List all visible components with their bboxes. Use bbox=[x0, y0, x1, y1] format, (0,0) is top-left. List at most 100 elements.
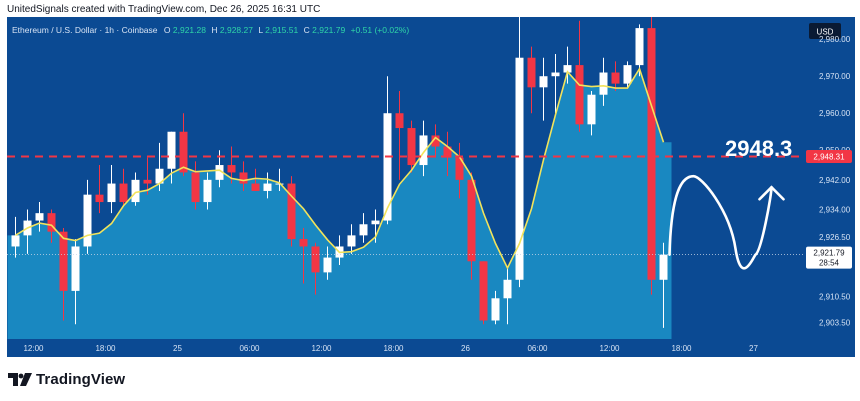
legend-h-value: 2,928.27 bbox=[220, 25, 253, 35]
candle-body bbox=[143, 179, 152, 184]
candle-body bbox=[539, 76, 548, 88]
candle-body bbox=[623, 65, 632, 84]
candle-body bbox=[35, 213, 44, 221]
price-axis-panel[interactable] bbox=[805, 17, 855, 357]
candle-body bbox=[215, 165, 224, 180]
candle-body bbox=[479, 261, 488, 321]
price-tick-label: 2,934.00 bbox=[819, 205, 851, 214]
price-area bbox=[7, 68, 672, 339]
candle-body bbox=[407, 128, 416, 166]
legend-o-label: O bbox=[164, 25, 171, 35]
time-tick-label: 26 bbox=[461, 344, 470, 353]
bar-countdown: 28:54 bbox=[819, 259, 840, 268]
candle-body bbox=[47, 213, 56, 232]
legend-o-value: 2,921.28 bbox=[173, 25, 206, 35]
candle-body bbox=[563, 65, 572, 73]
candle-body bbox=[635, 28, 644, 66]
legend-change: +0.51 (+0.02%) bbox=[351, 25, 410, 35]
candle-body bbox=[347, 235, 356, 247]
ohlc-legend: Ethereum / U.S. Dollar · 1h · Coinbase O… bbox=[12, 25, 409, 35]
moving-average-line bbox=[15, 66, 665, 270]
time-tick-label: 18:00 bbox=[383, 344, 404, 353]
candle-body bbox=[371, 220, 380, 225]
price-tick-label: 2,926.50 bbox=[819, 233, 851, 242]
candle-body bbox=[527, 57, 536, 88]
candle-body bbox=[491, 298, 500, 321]
candle-body bbox=[443, 146, 452, 158]
candle-body bbox=[95, 194, 104, 203]
candle-body bbox=[287, 183, 296, 240]
candle-body bbox=[659, 254, 668, 280]
time-tick-label: 12:00 bbox=[23, 344, 44, 353]
candle-body bbox=[599, 72, 608, 95]
price-tick-label: 2,910.50 bbox=[819, 292, 851, 301]
price-tick-label: 2,960.00 bbox=[819, 109, 851, 118]
candle-body bbox=[431, 135, 440, 147]
candle-body bbox=[71, 246, 80, 291]
candle-body bbox=[467, 179, 476, 262]
candle-body bbox=[107, 183, 116, 203]
price-chart[interactable]: 2948.3 Ethereum / U.S. Dollar · 1h · Coi… bbox=[7, 17, 855, 357]
legend-c-label: C bbox=[304, 25, 310, 35]
last-price-value: 2,921.79 bbox=[813, 249, 845, 258]
candle-body bbox=[311, 246, 320, 273]
legend-l-label: L bbox=[258, 25, 263, 35]
time-tick-label: 18:00 bbox=[95, 344, 116, 353]
price-tick-label: 2,903.50 bbox=[819, 318, 851, 327]
target-annotation: 2948.3 bbox=[725, 136, 792, 161]
tradingview-wordmark: TradingView bbox=[36, 371, 126, 388]
target-price-value: 2,948.31 bbox=[813, 152, 845, 161]
price-tick-label: 2,980.00 bbox=[819, 35, 851, 44]
candle-body bbox=[83, 194, 92, 247]
time-tick-label: 18:00 bbox=[671, 344, 692, 353]
price-tick-label: 2,942.00 bbox=[819, 176, 851, 185]
candle-body bbox=[203, 179, 212, 203]
candle-body bbox=[275, 183, 284, 185]
time-tick-label: 06:00 bbox=[527, 344, 548, 353]
candle-body bbox=[167, 131, 176, 169]
tradingview-logo[interactable]: TradingView bbox=[8, 371, 125, 388]
candle-body bbox=[59, 231, 68, 291]
candle-body bbox=[575, 65, 584, 125]
candle-body bbox=[503, 279, 512, 299]
currency-badge[interactable] bbox=[809, 23, 841, 39]
candle-body bbox=[263, 183, 272, 191]
legend-l-value: 2,915.51 bbox=[265, 25, 298, 35]
candle-body bbox=[359, 224, 368, 236]
time-axis-panel[interactable] bbox=[7, 339, 805, 357]
candle-body bbox=[191, 172, 200, 203]
legend-h-label: H bbox=[211, 25, 217, 35]
last-price-tag bbox=[806, 246, 852, 269]
candle-body bbox=[239, 172, 248, 184]
candle-body bbox=[227, 165, 236, 173]
time-axis-ticks: 12:00 18:00 25 06:00 12:00 18:00 26 06:00 12:00 1… bbox=[23, 344, 758, 353]
time-tick-label: 06:00 bbox=[239, 344, 260, 353]
time-tick-label: 27 bbox=[749, 344, 758, 353]
candle-body bbox=[11, 235, 20, 247]
chart-caption: UnitedSignals created with TradingView.c… bbox=[7, 4, 321, 15]
time-tick-label: 12:00 bbox=[599, 344, 620, 353]
arrow-up-icon bbox=[758, 185, 785, 201]
time-tick-label: 25 bbox=[173, 344, 182, 353]
candle-body bbox=[395, 113, 404, 129]
candle-body bbox=[551, 72, 560, 77]
chart-frame[interactable]: 2948.3 Ethereum / U.S. Dollar · 1h · Coi… bbox=[7, 17, 855, 357]
target-price-tag bbox=[806, 149, 852, 163]
candle-body bbox=[131, 179, 140, 203]
projection-path bbox=[668, 174, 773, 270]
legend-symbol: Ethereum / U.S. Dollar · 1h · Coinbase bbox=[12, 25, 158, 35]
candle-body bbox=[515, 57, 524, 280]
candle-body bbox=[323, 257, 332, 273]
candle-body bbox=[299, 239, 308, 247]
candle-body bbox=[155, 168, 164, 184]
candle-body bbox=[119, 183, 128, 203]
candle-body bbox=[647, 28, 656, 280]
candle-body bbox=[587, 94, 596, 125]
currency-label: USD bbox=[817, 28, 834, 37]
legend-c-value: 2,921.79 bbox=[312, 25, 345, 35]
tradingview-logo-icon bbox=[8, 373, 32, 386]
candle-body bbox=[419, 135, 428, 166]
candle-body bbox=[383, 113, 392, 221]
time-tick-label: 12:00 bbox=[311, 344, 332, 353]
price-tick-label: 2,970.00 bbox=[819, 72, 851, 81]
